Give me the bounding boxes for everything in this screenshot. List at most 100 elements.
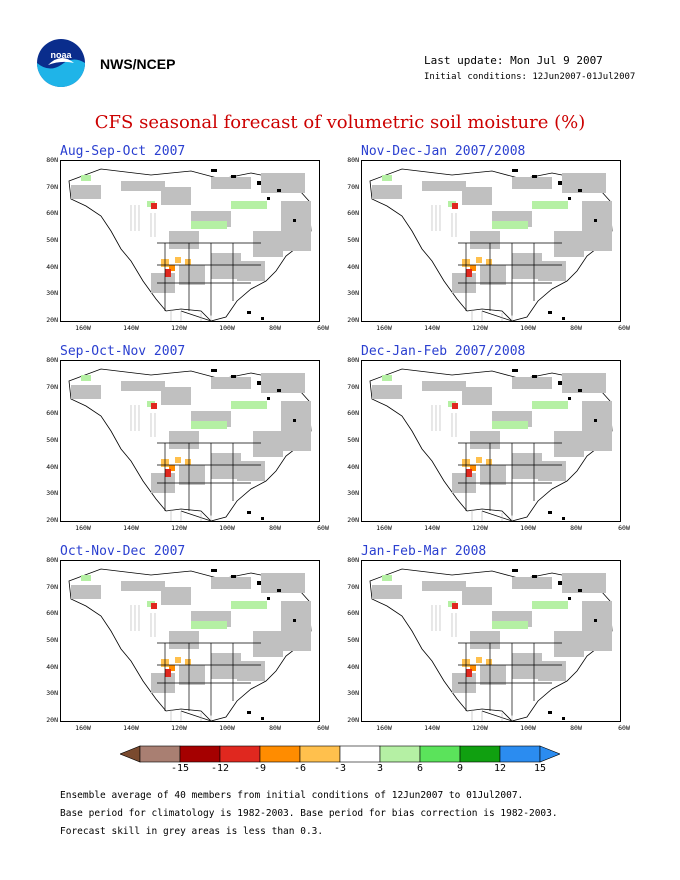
colorbar-segment	[379, 745, 421, 763]
lat-label: 40N	[46, 262, 58, 271]
panel-title: Dec-Jan-Feb 2007/2008	[361, 344, 526, 359]
soil-moisture-map	[361, 560, 621, 722]
lon-label: 60W	[317, 524, 329, 532]
lat-label: 50N	[347, 436, 359, 444]
lon-label: 60W	[317, 724, 329, 732]
svg-text:noaa: noaa	[50, 50, 72, 60]
lat-label: 50N	[46, 236, 58, 244]
lon-label: 100W	[219, 524, 235, 532]
lon-label: 100W	[219, 324, 235, 332]
lat-label: 80N	[347, 156, 359, 164]
lat-label: 70N	[46, 182, 58, 191]
lat-label: 20N	[347, 716, 359, 724]
lon-label: 80W	[269, 524, 281, 532]
lat-label: 30N	[46, 289, 58, 298]
footer-line-3: Forecast skill in grey areas is less tha…	[60, 826, 324, 837]
colorbar-segment	[499, 745, 541, 763]
lon-label: 160W	[376, 524, 392, 532]
colorbar-tick-label: 9	[456, 763, 464, 774]
lon-label: 60W	[618, 324, 630, 332]
lat-label: 70N	[347, 182, 359, 191]
lon-label: 60W	[618, 724, 630, 732]
lon-label: 60W	[317, 324, 329, 332]
lat-label: 30N	[347, 689, 359, 698]
lon-label: 80W	[269, 724, 281, 732]
lat-label: 40N	[46, 662, 58, 671]
lon-label: 160W	[75, 524, 91, 532]
lat-label: 50N	[46, 436, 58, 444]
lat-label: 60N	[46, 209, 58, 218]
lon-label: 80W	[269, 324, 281, 332]
lat-label: 80N	[347, 556, 359, 564]
colorbar-segment	[179, 745, 221, 763]
lon-label: 120W	[171, 524, 187, 532]
lon-label: 80W	[570, 324, 582, 332]
colorbar-tick-label: -6	[293, 763, 307, 774]
panel-title: Jan-Feb-Mar 2008	[361, 544, 487, 559]
lon-label: 120W	[472, 524, 488, 532]
lon-label: 100W	[219, 724, 235, 732]
soil-moisture-map	[60, 160, 320, 322]
soil-moisture-map	[361, 360, 621, 522]
lat-label: 40N	[46, 462, 58, 471]
lat-label: 20N	[46, 516, 58, 524]
lat-label: 20N	[46, 716, 58, 724]
lat-label: 80N	[46, 356, 58, 364]
lat-label: 20N	[46, 316, 58, 324]
footer-line-1: Ensemble average of 40 members from init…	[60, 790, 524, 801]
soil-moisture-map	[361, 160, 621, 322]
lat-label: 70N	[347, 582, 359, 591]
colorbar-tick-label: -15	[170, 763, 190, 774]
lon-label: 120W	[472, 724, 488, 732]
lat-label: 60N	[347, 409, 359, 418]
lat-label: 30N	[46, 689, 58, 698]
colorbar-arrow-low	[119, 745, 141, 763]
lat-label: 40N	[347, 462, 359, 471]
lat-label: 80N	[46, 556, 58, 564]
lon-label: 140W	[424, 524, 440, 532]
colorbar-segment	[459, 745, 501, 763]
lat-label: 70N	[46, 582, 58, 591]
lat-label: 50N	[347, 636, 359, 644]
lat-label: 40N	[347, 662, 359, 671]
colorbar-tick-label: -12	[210, 763, 230, 774]
lat-label: 50N	[347, 236, 359, 244]
panel-title: Nov-Dec-Jan 2007/2008	[361, 144, 526, 159]
lat-label: 20N	[347, 316, 359, 324]
colorbar-tick-label: 6	[416, 763, 424, 774]
lon-label: 120W	[171, 724, 187, 732]
colorbar-tick-label: 3	[376, 763, 384, 774]
lat-label: 80N	[347, 356, 359, 364]
colorbar-segment	[139, 745, 181, 763]
lat-label: 60N	[347, 209, 359, 218]
colorbar-segment	[419, 745, 461, 763]
lon-label: 120W	[472, 324, 488, 332]
colorbar-segment	[259, 745, 301, 763]
lat-label: 40N	[347, 262, 359, 271]
org-name: NWS/NCEP	[100, 56, 176, 72]
lon-label: 160W	[75, 324, 91, 332]
lon-label: 100W	[520, 724, 536, 732]
lon-label: 100W	[520, 324, 536, 332]
colorbar-arrow-high	[539, 745, 561, 763]
lat-label: 70N	[46, 382, 58, 391]
footer-line-2: Base period for climatology is 1982-2003…	[60, 808, 558, 819]
lon-label: 140W	[123, 724, 139, 732]
lon-label: 140W	[424, 724, 440, 732]
colorbar-tick-label: 12	[493, 763, 507, 774]
lon-label: 100W	[520, 524, 536, 532]
lat-label: 60N	[347, 609, 359, 618]
lon-label: 80W	[570, 724, 582, 732]
lat-label: 30N	[347, 289, 359, 298]
lon-label: 160W	[376, 724, 392, 732]
colorbar-tick-label: -3	[333, 763, 347, 774]
panel-title: Aug-Sep-Oct 2007	[60, 144, 186, 159]
last-update: Last update: Mon Jul 9 2007	[424, 54, 603, 67]
soil-moisture-map	[60, 360, 320, 522]
lon-label: 160W	[376, 324, 392, 332]
lat-label: 30N	[347, 489, 359, 498]
colorbar	[119, 744, 561, 768]
lon-label: 140W	[123, 324, 139, 332]
lat-label: 50N	[46, 636, 58, 644]
initial-conditions: Initial conditions: 12Jun2007-01Jul2007	[424, 72, 636, 82]
